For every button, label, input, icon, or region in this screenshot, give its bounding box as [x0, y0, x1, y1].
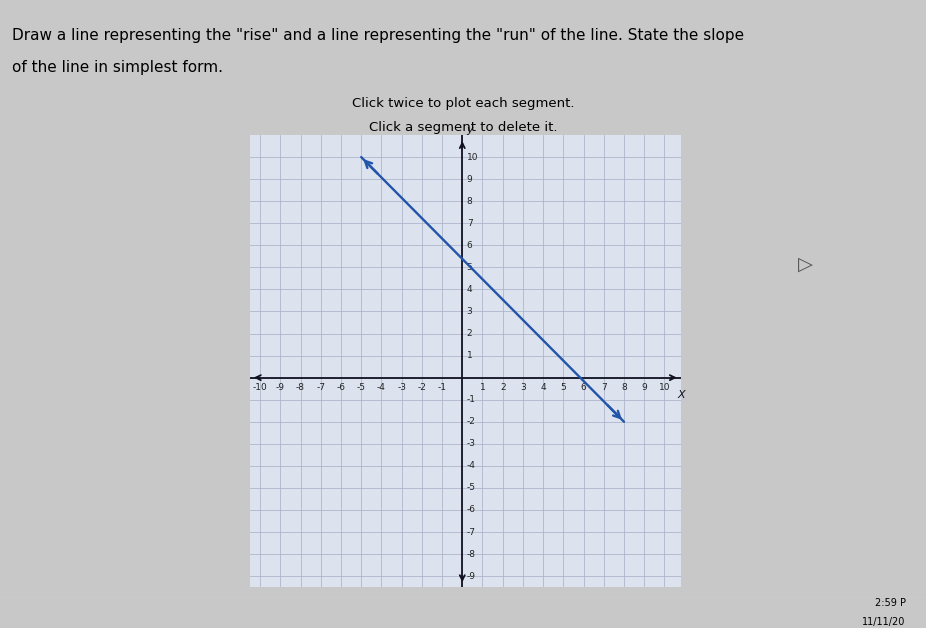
Text: -7: -7: [317, 383, 325, 392]
Text: -1: -1: [438, 383, 446, 392]
Text: 6: 6: [467, 241, 472, 250]
Text: -9: -9: [276, 383, 285, 392]
Text: y: y: [467, 125, 473, 135]
Text: 9: 9: [467, 175, 472, 183]
Text: -7: -7: [467, 528, 476, 536]
Text: -4: -4: [467, 462, 476, 470]
Text: 8: 8: [621, 383, 627, 392]
Text: 3: 3: [467, 307, 472, 316]
Text: 2:59 P: 2:59 P: [875, 598, 906, 608]
Text: -1: -1: [467, 395, 476, 404]
Text: 7: 7: [467, 219, 472, 228]
Text: ▷: ▷: [798, 254, 813, 273]
Text: -5: -5: [467, 484, 476, 492]
Text: 10: 10: [467, 153, 478, 161]
Text: -4: -4: [377, 383, 386, 392]
Text: -6: -6: [467, 506, 476, 514]
Text: 11/11/20: 11/11/20: [862, 617, 906, 627]
Text: Draw a line representing the "rise" and a line representing the "run" of the lin: Draw a line representing the "rise" and …: [12, 28, 745, 43]
Text: 5: 5: [467, 263, 472, 272]
Text: 2: 2: [467, 329, 472, 338]
Text: 5: 5: [560, 383, 566, 392]
Text: -3: -3: [397, 383, 407, 392]
Text: X: X: [678, 390, 685, 400]
Text: -5: -5: [357, 383, 366, 392]
Text: -8: -8: [467, 550, 476, 558]
Text: -9: -9: [467, 571, 476, 581]
Text: of the line in simplest form.: of the line in simplest form.: [12, 60, 223, 75]
Text: Click a segment to delete it.: Click a segment to delete it.: [369, 121, 557, 134]
Text: 7: 7: [601, 383, 607, 392]
Text: 2: 2: [500, 383, 506, 392]
Text: 3: 3: [520, 383, 526, 392]
Text: -8: -8: [296, 383, 305, 392]
Text: 6: 6: [581, 383, 586, 392]
Text: 8: 8: [467, 197, 472, 206]
Text: 1: 1: [480, 383, 485, 392]
Text: 9: 9: [642, 383, 647, 392]
Text: -2: -2: [418, 383, 426, 392]
Text: -6: -6: [336, 383, 345, 392]
Text: 1: 1: [467, 351, 472, 360]
Text: Click twice to plot each segment.: Click twice to plot each segment.: [352, 97, 574, 111]
Text: 4: 4: [467, 285, 472, 294]
Text: -2: -2: [467, 417, 476, 426]
Text: 10: 10: [658, 383, 670, 392]
Text: -3: -3: [467, 440, 476, 448]
Text: -10: -10: [253, 383, 268, 392]
Text: 4: 4: [541, 383, 546, 392]
